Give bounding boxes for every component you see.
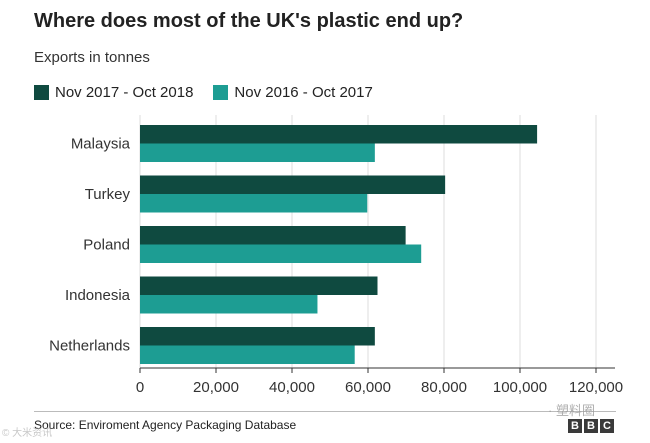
- x-tick-label-3: 60,000: [345, 379, 391, 396]
- bar-malaysia-series-1: [140, 125, 538, 144]
- bar-poland-series-2: [140, 244, 422, 263]
- bar-indonesia-series-1: [140, 276, 378, 295]
- bar-netherlands-series-1: [140, 327, 375, 346]
- category-label-indonesia: Indonesia: [65, 287, 131, 304]
- watermark-right: · 塑料圈: [548, 403, 595, 418]
- legend-label-series-2: Nov 2016 - Oct 2017: [234, 84, 373, 101]
- x-tick-label-5: 100,000: [493, 379, 547, 396]
- legend-swatch-series-1: [34, 85, 49, 100]
- chart-subtitle: Exports in tonnes: [34, 49, 150, 66]
- bbc-logo-block-1: B: [568, 419, 582, 433]
- legend-label-series-1: Nov 2017 - Oct 2018: [55, 84, 194, 101]
- legend-item-series-2: Nov 2016 - Oct 2017: [213, 84, 373, 101]
- x-tick-label-0: 0: [136, 379, 144, 396]
- x-tick-label-4: 80,000: [421, 379, 467, 396]
- x-tick-label-2: 40,000: [269, 379, 315, 396]
- bbc-logo-block-3: C: [600, 419, 614, 433]
- category-label-netherlands: Netherlands: [49, 338, 130, 355]
- bar-indonesia-series-2: [140, 295, 318, 314]
- category-label-malaysia: Malaysia: [71, 136, 131, 153]
- bar-turkey-series-2: [140, 194, 368, 213]
- category-label-poland: Poland: [83, 237, 130, 254]
- x-tick-label-6: 120,000: [569, 379, 623, 396]
- bar-turkey-series-1: [140, 175, 446, 194]
- source-divider: [34, 411, 616, 412]
- x-tick-label-1: 20,000: [193, 379, 239, 396]
- source-text: Source: Enviroment Agency Packaging Data…: [34, 418, 297, 432]
- legend-item-series-1: Nov 2017 - Oct 2018: [34, 84, 193, 101]
- bbc-logo-block-2: B: [584, 419, 598, 433]
- legend: Nov 2017 - Oct 2018 Nov 2016 - Oct 2017: [34, 84, 393, 101]
- bbc-logo: B B C: [566, 419, 614, 433]
- bar-malaysia-series-2: [140, 143, 375, 162]
- bar-poland-series-1: [140, 226, 406, 245]
- legend-swatch-series-2: [213, 85, 229, 100]
- category-label-turkey: Turkey: [85, 186, 131, 203]
- bar-netherlands-series-2: [140, 345, 355, 364]
- chart-title: Where does most of the UK's plastic end …: [34, 10, 464, 32]
- watermark-left: © 大米资讯: [2, 428, 53, 439]
